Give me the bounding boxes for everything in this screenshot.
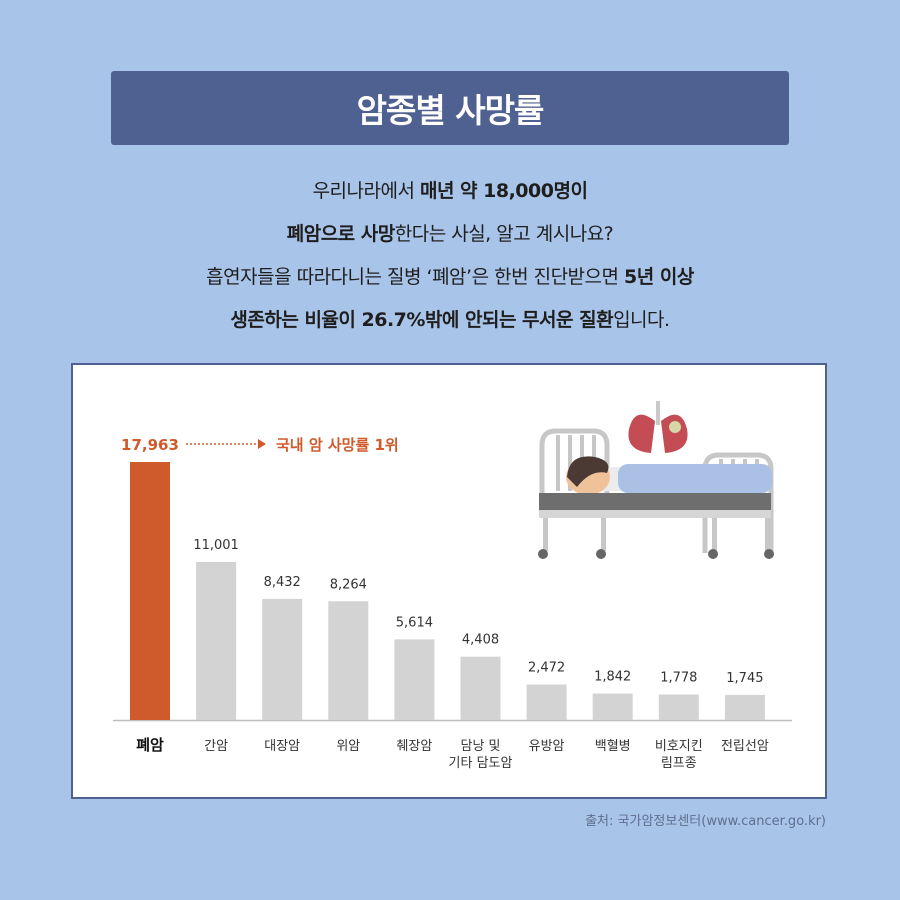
page-title: 암종별 사망률 [356,91,545,130]
blanket [618,464,772,493]
category-label: 폐암 [136,736,164,754]
intro-line: 우리나라에서 매년 약 18,000명이 [0,170,900,213]
intro-segment: 한다는 사실, 알고 계시나요? [394,223,614,245]
lungs-icon [661,414,688,453]
intro-emphasis: 생존하는 비율이 26.7%밖에 안되는 무서운 질환 [230,309,614,331]
intro-line: 폐암으로 사망한다는 사실, 알고 계시나요? [0,213,900,256]
bed-leg [765,518,770,551]
source-note: 출처: 국가암정보센터(www.cancer.go.kr) [585,814,826,829]
data-label: 5,614 [396,615,433,630]
tumor-icon [669,421,681,433]
intro-line: 흡연자들을 따라다니는 질병 ‘폐암’은 한번 진단받으면 5년 이상 [0,256,900,299]
category-label-line: 기타 담도암 [449,756,513,771]
category-label-line: 유방암 [529,739,565,754]
highlight-note: 국내 암 사망률 1위 [276,436,399,454]
bed-wheel [538,549,548,559]
category-label: 전립선암 [721,739,769,754]
data-label: 17,963 [121,436,179,454]
bar [658,694,699,720]
bed-leg [543,518,548,551]
patient-hair [567,456,609,487]
bed-frame [539,510,771,518]
bed-leg [601,518,606,551]
bed-wheel [764,549,774,559]
bar [460,656,501,720]
bar [262,598,303,720]
category-label-line: 백혈병 [595,739,631,754]
intro-segment: 우리나라에서 [312,180,420,202]
bed-leg [712,518,717,551]
category-label-line: 비호지킨 [655,739,703,754]
intro-emphasis: 폐암으로 사망 [286,223,396,245]
data-label: 1,842 [594,670,631,685]
category-label: 위암 [336,739,360,754]
bar [394,639,435,720]
bar-chart: 17,963 폐암 국내 암 사망률 1위 11,001 간암 8,432 대장암 8,264… [113,401,792,771]
data-label: 1,778 [660,670,697,685]
bar [592,693,633,720]
lungs-icon [628,414,655,453]
chart-panel: 17,963 폐암 국내 암 사망률 1위 11,001 간암 8,432 대장암 8,264… [71,363,827,799]
bed-wheel [708,549,718,559]
category-label-line: 간암 [204,739,228,754]
bar [130,462,170,720]
category-label: 백혈병 [595,739,631,754]
category-label-line: 위암 [336,739,360,754]
bed-headboard [539,428,610,508]
bar [526,684,567,720]
mattress [539,493,771,510]
intro-line: 생존하는 비율이 26.7%밖에 안되는 무서운 질환입니다. [0,299,900,342]
data-label: 4,408 [462,633,499,648]
bed-wheel [596,549,606,559]
arrow-right-icon [258,439,266,449]
intro-emphasis: 5년 이상 [624,266,694,288]
bar [196,561,237,720]
intro-emphasis: 매년 약 18,000명이 [419,180,588,202]
bar [724,694,765,720]
category-label-line: 췌장암 [396,739,432,754]
data-label: 8,264 [330,577,367,592]
lungs-trachea [656,401,660,425]
data-label: 2,472 [528,660,565,675]
intro-text: 우리나라에서 매년 약 18,000명이 폐암으로 사망한다는 사실, 알고 계시… [0,170,900,342]
data-label: 11,001 [193,538,239,553]
category-label-line: 림프종 [661,756,697,771]
bed-footboard [702,452,774,553]
category-label-line: 전립선암 [721,739,769,754]
data-label: 1,745 [726,671,763,686]
data-label: 8,432 [264,575,301,590]
category-label: 췌장암 [396,739,432,754]
category-label: 대장암 [264,739,300,754]
bar [328,601,369,720]
hospital-bed-illustration [538,401,774,559]
intro-segment: 입니다. [613,309,670,331]
title-banner: 암종별 사망률 [111,71,789,145]
category-label-line: 대장암 [264,739,300,754]
category-label-line: 담낭 및 [460,739,500,754]
category-label: 유방암 [529,739,565,754]
category-label: 간암 [204,739,228,754]
intro-segment: 흡연자들을 따라다니는 질병 ‘폐암’은 한번 진단받으면 [206,266,625,288]
category-label-line: 폐암 [136,736,164,754]
